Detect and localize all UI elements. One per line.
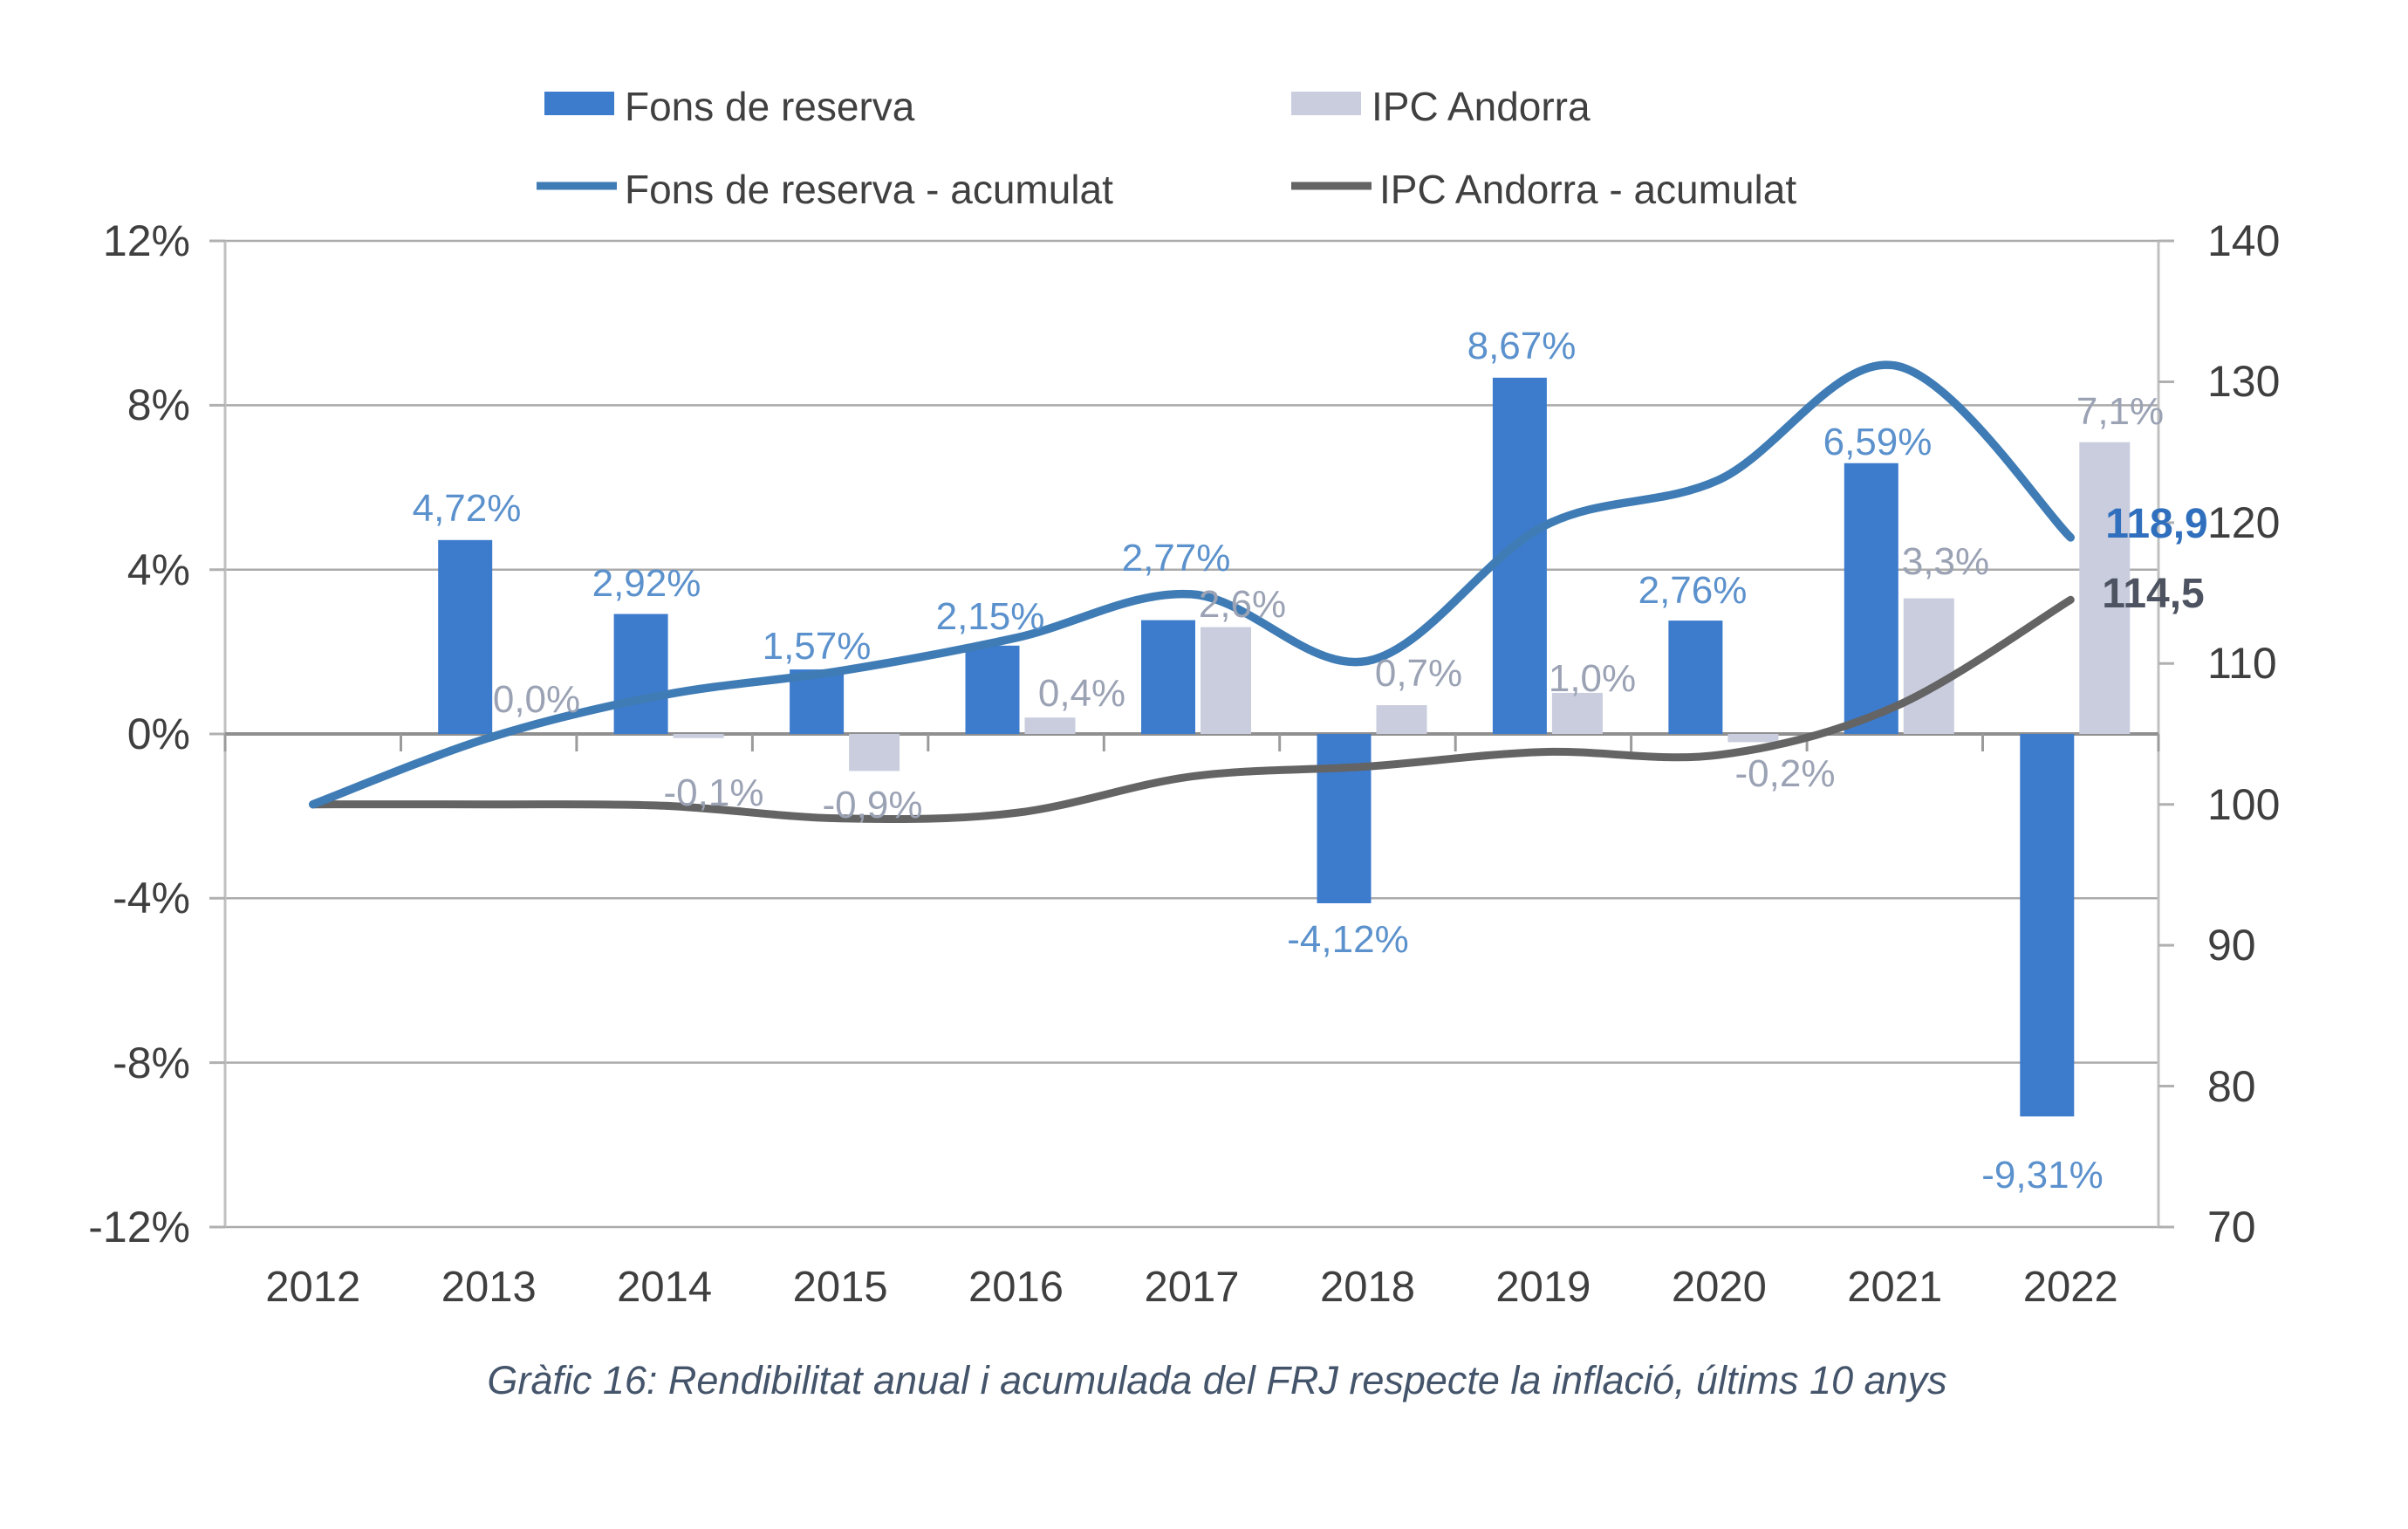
svg-text:2016: 2016 xyxy=(968,1264,1064,1311)
svg-text:Fons de reserva - acumulat: Fons de reserva - acumulat xyxy=(625,167,1113,212)
svg-text:-9,31%: -9,31% xyxy=(1981,1154,2103,1196)
svg-text:-0,9%: -0,9% xyxy=(823,784,923,826)
svg-text:0,7%: 0,7% xyxy=(1375,652,1462,695)
svg-text:114,5: 114,5 xyxy=(2102,571,2204,617)
svg-text:2,76%: 2,76% xyxy=(1638,569,1748,612)
svg-text:90: 90 xyxy=(2207,921,2256,970)
svg-text:2012: 2012 xyxy=(265,1264,360,1311)
svg-text:4%: 4% xyxy=(127,545,190,594)
svg-text:100: 100 xyxy=(2207,780,2280,829)
svg-text:2,6%: 2,6% xyxy=(1199,583,1286,626)
svg-text:-0,2%: -0,2% xyxy=(1735,752,1836,795)
svg-text:80: 80 xyxy=(2207,1062,2256,1111)
svg-text:2014: 2014 xyxy=(617,1264,712,1311)
svg-text:2020: 2020 xyxy=(1672,1264,1767,1311)
svg-text:IPC Andorra: IPC Andorra xyxy=(1372,84,1591,129)
svg-text:2,92%: 2,92% xyxy=(592,562,701,605)
svg-text:0%: 0% xyxy=(127,710,190,758)
svg-text:Gràfic 16: Rendibilitat anual: Gràfic 16: Rendibilitat anual i acumulad… xyxy=(487,1358,1946,1402)
svg-text:110: 110 xyxy=(2207,639,2277,688)
svg-text:2019: 2019 xyxy=(1495,1264,1591,1311)
svg-text:3,3%: 3,3% xyxy=(1902,540,1989,583)
svg-text:12%: 12% xyxy=(103,216,190,265)
svg-text:2013: 2013 xyxy=(441,1264,537,1311)
svg-text:2,15%: 2,15% xyxy=(936,595,1045,638)
svg-text:8%: 8% xyxy=(127,381,190,429)
svg-text:2022: 2022 xyxy=(2023,1264,2118,1311)
svg-text:1,57%: 1,57% xyxy=(763,625,872,668)
svg-text:70: 70 xyxy=(2207,1203,2256,1251)
svg-text:2015: 2015 xyxy=(793,1264,888,1311)
svg-text:2,77%: 2,77% xyxy=(1122,537,1231,579)
svg-text:130: 130 xyxy=(2207,357,2280,406)
svg-text:2021: 2021 xyxy=(1847,1264,1942,1311)
svg-text:8,67%: 8,67% xyxy=(1467,325,1577,367)
svg-text:118,9: 118,9 xyxy=(2105,501,2207,547)
svg-text:IPC Andorra - acumulat: IPC Andorra - acumulat xyxy=(1379,167,1796,212)
svg-text:0,4%: 0,4% xyxy=(1038,672,1125,715)
svg-text:Fons de reserva: Fons de reserva xyxy=(625,84,915,129)
svg-text:7,1%: 7,1% xyxy=(2076,390,2164,433)
svg-text:-12%: -12% xyxy=(88,1203,190,1251)
svg-text:140: 140 xyxy=(2207,216,2280,265)
svg-text:-0,1%: -0,1% xyxy=(664,771,764,814)
svg-text:120: 120 xyxy=(2207,498,2280,547)
svg-text:2018: 2018 xyxy=(1320,1264,1415,1311)
svg-text:0,0%: 0,0% xyxy=(493,678,580,721)
svg-text:2017: 2017 xyxy=(1144,1264,1239,1311)
svg-text:-8%: -8% xyxy=(113,1039,190,1087)
svg-text:6,59%: 6,59% xyxy=(1823,421,1933,463)
svg-text:-4,12%: -4,12% xyxy=(1287,918,1408,961)
svg-text:1,0%: 1,0% xyxy=(1549,657,1636,700)
svg-text:-4%: -4% xyxy=(113,874,190,922)
svg-text:4,72%: 4,72% xyxy=(413,487,522,530)
